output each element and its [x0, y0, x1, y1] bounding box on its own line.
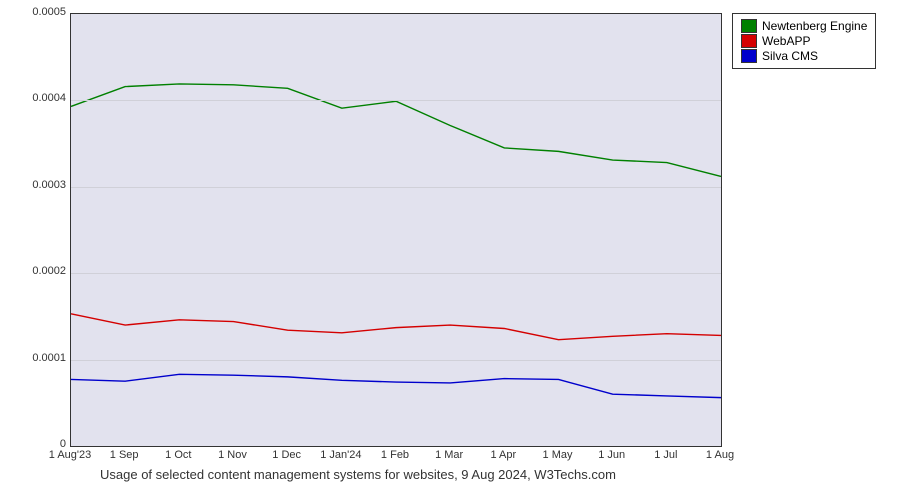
x-tick-label: 1 Feb	[370, 449, 420, 461]
x-tick-label: 1 Aug	[695, 449, 745, 461]
legend-label: Silva CMS	[762, 49, 818, 63]
x-tick-label: 1 May	[533, 449, 583, 461]
gridline	[71, 273, 721, 274]
x-tick-label: 1 Dec	[262, 449, 312, 461]
x-tick-label: 1 Apr	[478, 449, 528, 461]
x-tick-label: 1 Mar	[424, 449, 474, 461]
legend-item: Silva CMS	[741, 49, 867, 63]
x-tick-label: 1 Nov	[208, 449, 258, 461]
chart-lines	[71, 14, 721, 446]
legend-item: WebAPP	[741, 34, 867, 48]
x-tick-label: 1 Jul	[641, 449, 691, 461]
y-tick-label: 0.0005	[16, 6, 66, 18]
gridline	[71, 100, 721, 101]
legend-swatch	[741, 19, 757, 33]
x-tick-label: 1 Sep	[99, 449, 149, 461]
series-line	[71, 314, 721, 340]
chart-caption: Usage of selected content management sys…	[100, 467, 616, 482]
y-tick-label: 0.0003	[16, 179, 66, 191]
plot-area	[70, 13, 722, 447]
x-tick-label: 1 Jan'24	[316, 449, 366, 461]
x-tick-label: 1 Aug'23	[45, 449, 95, 461]
line-chart: Newtenberg EngineWebAPPSilva CMS Usage o…	[10, 5, 890, 495]
legend-swatch	[741, 49, 757, 63]
gridline	[71, 187, 721, 188]
legend-swatch	[741, 34, 757, 48]
legend-label: WebAPP	[762, 34, 810, 48]
y-tick-label: 0.0002	[16, 265, 66, 277]
legend-item: Newtenberg Engine	[741, 19, 867, 33]
y-tick-label: 0.0004	[16, 92, 66, 104]
x-tick-label: 1 Oct	[153, 449, 203, 461]
series-line	[71, 374, 721, 397]
y-tick-label: 0.0001	[16, 352, 66, 364]
legend: Newtenberg EngineWebAPPSilva CMS	[732, 13, 876, 69]
x-tick-label: 1 Jun	[587, 449, 637, 461]
legend-label: Newtenberg Engine	[762, 19, 867, 33]
series-line	[71, 84, 721, 176]
gridline	[71, 360, 721, 361]
